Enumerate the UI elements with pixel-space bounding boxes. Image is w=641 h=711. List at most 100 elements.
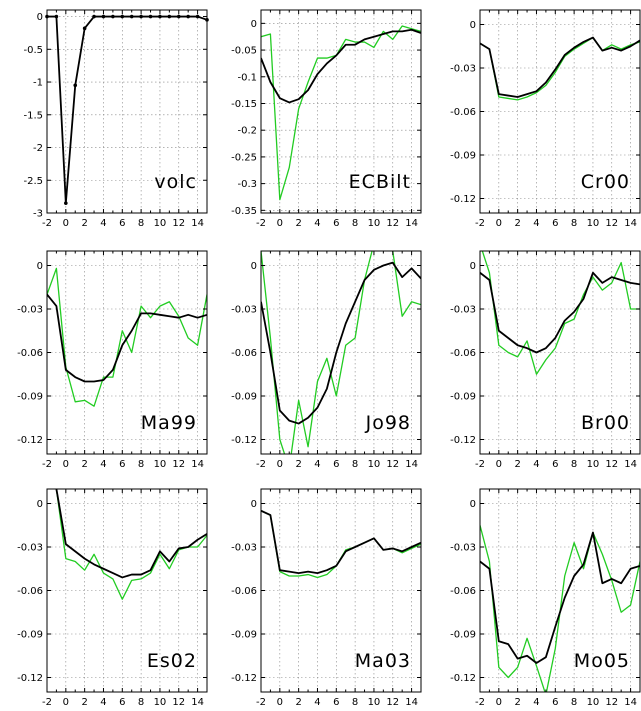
x-tick-label: 0 [496,459,502,470]
x-tick-label: 14 [405,218,418,229]
y-tick-label: -0.09 [17,392,43,403]
x-tick-label: 14 [191,459,204,470]
x-tick-label: 8 [571,218,577,229]
x-tick-label: 10 [587,459,600,470]
series-line-1 [480,36,640,98]
y-tick-label: -0.06 [17,348,43,359]
x-tick-label: 8 [352,459,358,470]
y-tick-label: -0.12 [450,435,476,446]
x-tick-label: 0 [63,697,69,708]
data-point [64,201,68,205]
panel-label: volc [154,171,197,193]
x-tick-label: 10 [154,697,167,708]
x-tick-label: 12 [605,697,618,708]
x-tick-label: -2 [256,218,266,229]
y-tick-label: -0.2 [237,126,257,137]
series-line-1 [261,28,421,104]
data-point [120,14,125,19]
y-tick-label: 0 [251,19,257,30]
x-tick-label: 2 [295,459,301,470]
x-tick-label: 2 [295,697,301,708]
x-tick-label: 4 [314,697,320,708]
x-tick-label: 2 [514,459,520,470]
data-point [92,14,96,19]
x-tick-label: 0 [277,459,283,470]
y-tick-label: 0 [470,499,476,510]
x-tick-label: 2 [81,459,87,470]
y-tick-label: -0.09 [450,151,476,162]
panel-Mo05: -2 0 2 4 6 8 10 12 14 0 -0.03 -0.06 -0.09 -0.12 Mo05 [450,488,641,708]
x-tick-label: 0 [63,459,69,470]
plot-frame [46,9,208,214]
y-tick-label: -0.12 [17,435,43,446]
panel-Ma03: -2 0 2 4 6 8 10 12 14 0 -0.03 -0.06 -0.09 -0.12 Ma03 [231,488,422,708]
series-line-0 [47,267,207,407]
series-line-0 [481,251,640,375]
x-tick-label: 2 [514,697,520,708]
x-tick-label: 0 [63,218,69,229]
x-tick-label: 6 [119,697,125,708]
y-tick-label: -0.5 [23,45,43,56]
data-point [167,14,172,19]
panel-ECBilt: -2 0 2 4 6 8 10 12 14 0 -0.05 -0.1 -0.15 -0.2 -0.25 -0.… [231,9,422,229]
x-tick-label: 14 [624,218,637,229]
x-tick-label: 0 [496,697,502,708]
y-tick-label: 0 [37,12,43,23]
x-tick-label: 14 [191,697,204,708]
y-tick-label: -0.12 [231,673,257,684]
x-tick-label: -2 [42,697,52,708]
x-tick-label: -2 [256,697,266,708]
x-tick-label: 14 [624,459,637,470]
y-tick-label: -3 [33,209,43,220]
y-tick-label: -0.12 [231,435,257,446]
y-tick-label: 0 [470,20,476,31]
data-point [73,83,78,88]
x-tick-label: 0 [277,218,283,229]
y-tick-label: -0.03 [450,305,476,316]
series-line-0 [261,25,421,201]
y-tick-label: -0.3 [237,179,257,190]
x-tick-label: 14 [405,459,418,470]
x-tick-label: 12 [386,218,399,229]
x-tick-label: 6 [333,697,339,708]
panel-label: Es02 [147,650,197,672]
x-tick-label: 6 [552,697,558,708]
panel-label: Cr00 [581,171,630,193]
x-tick-label: 8 [138,697,144,708]
panel-label: Ma99 [141,412,197,434]
data-point [101,14,106,19]
y-tick-label: -0.06 [450,348,476,359]
x-tick-label: 12 [172,697,185,708]
x-tick-label: 4 [100,697,106,708]
x-tick-label: 8 [138,459,144,470]
x-tick-label: 8 [352,697,358,708]
series-line-1 [480,531,640,664]
y-tick-label: -0.12 [450,673,476,684]
y-tick-label: 0 [37,499,43,510]
x-tick-label: 2 [514,218,520,229]
x-tick-label: -2 [475,218,485,229]
x-tick-label: 4 [533,697,539,708]
x-tick-label: 6 [333,218,339,229]
x-tick-label: 10 [368,697,381,708]
data-point [82,26,87,31]
x-tick-label: 8 [352,218,358,229]
panel-Es02: -2 0 2 4 6 8 10 12 14 0 -0.03 -0.06 -0.09 -0.12 Es02 [17,488,208,708]
x-tick-label: 12 [172,459,185,470]
x-tick-label: 6 [119,218,125,229]
data-point [129,14,134,19]
data-point [148,14,153,19]
x-tick-label: -2 [256,459,266,470]
panel-label: Br00 [581,412,630,434]
x-tick-label: 4 [533,218,539,229]
y-tick-label: -0.09 [17,630,43,641]
x-tick-label: 14 [624,697,637,708]
x-tick-label: 0 [277,697,283,708]
data-point [54,14,59,19]
y-tick-label: -1.5 [23,110,43,121]
x-tick-label: -2 [42,459,52,470]
panel-label: Mo05 [574,650,630,672]
panel-Br00: -2 0 2 4 6 8 10 12 14 0 -0.03 -0.06 -0.09 -0.12 Br00 [450,250,641,470]
x-tick-label: 10 [154,218,167,229]
y-tick-label: -0.09 [231,630,257,641]
